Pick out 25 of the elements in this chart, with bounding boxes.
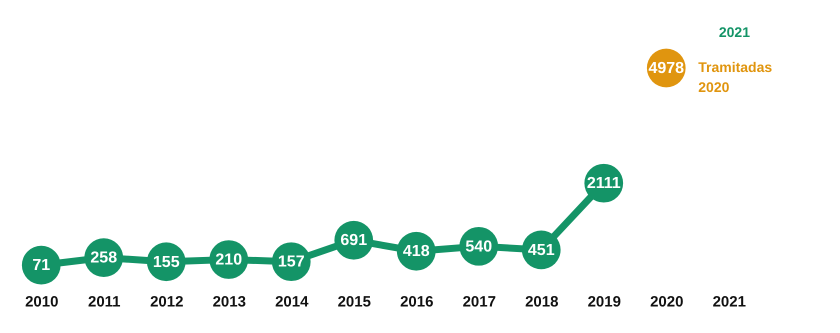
data-label: 155 <box>152 254 180 271</box>
x-tick-label: 2020 <box>650 294 684 310</box>
x-tick-label: 2019 <box>588 294 621 310</box>
x-tick-label: 2010 <box>25 294 58 310</box>
data-label: 451 <box>528 242 555 259</box>
data-label: 258 <box>90 250 118 267</box>
data-label: 71 <box>32 257 50 274</box>
data-label: 691 <box>340 232 368 250</box>
x-tick-label: 2013 <box>212 294 246 310</box>
data-label: 4978 <box>648 60 684 77</box>
x-tick-label: 2011 <box>88 294 121 310</box>
x-tick-label: 2021 <box>712 294 746 310</box>
data-label: 418 <box>402 243 430 260</box>
text: 2021 <box>718 24 750 40</box>
x-tick-label: 2016 <box>400 294 434 310</box>
data-label: 2111 <box>586 175 621 192</box>
x-tick-label: 2014 <box>275 294 310 310</box>
x-tick-label: 2012 <box>150 294 184 310</box>
x-tick-label: 2015 <box>338 294 371 310</box>
data-label: 157 <box>278 254 305 271</box>
x-tick-label: 2018 <box>525 294 558 310</box>
series-label: Tramitadas 2020 <box>698 59 772 95</box>
x-tick-label: 2017 <box>462 294 496 310</box>
data-label: 210 <box>215 252 242 269</box>
data-label: 540 <box>465 238 492 256</box>
